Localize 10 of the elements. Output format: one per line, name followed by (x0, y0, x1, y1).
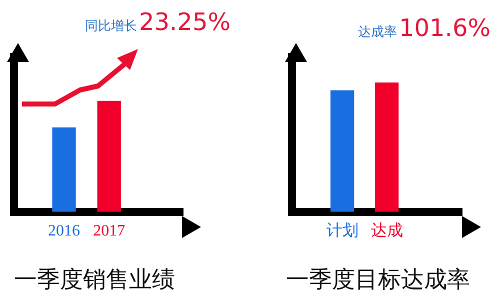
text: 23.25% (139, 8, 231, 36)
text: 达成率 (358, 24, 397, 41)
text: 101.6% (399, 14, 491, 42)
x-tick-label: 达成 (370, 220, 403, 240)
x-tick-label: 2017 (93, 222, 126, 240)
text: 同比增长 (85, 18, 137, 35)
x-tick-label: 计划 (326, 220, 358, 240)
text: 一季度目标达成率 (286, 266, 470, 295)
text: 一季度销售业绩 (14, 266, 175, 295)
x-tick-label: 2016 (48, 222, 80, 240)
